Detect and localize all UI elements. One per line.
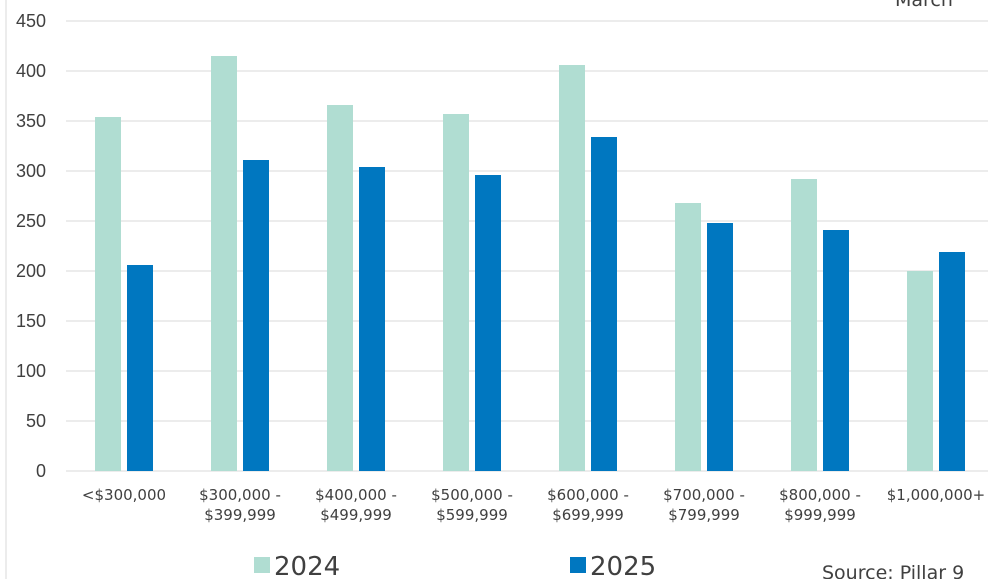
y-tick-label: 250	[16, 211, 46, 231]
source-note: Source: Pillar 9	[822, 562, 964, 579]
bars	[95, 56, 965, 471]
legend: 2024 2025	[254, 552, 656, 579]
bar-2025-2	[359, 167, 385, 471]
legend-label-2025: 2025	[590, 552, 656, 579]
x-tick-label: $999,999	[784, 506, 856, 524]
x-tick-label: $699,999	[552, 506, 624, 524]
x-tick-label: $300,000 -	[199, 486, 281, 504]
bar-2024-1	[211, 56, 237, 471]
bar-2024-7	[907, 271, 933, 471]
bar-2024-2	[327, 105, 353, 471]
y-tick-label: 100	[16, 361, 46, 381]
y-tick-label: 50	[26, 411, 46, 431]
bar-2025-5	[707, 223, 733, 471]
y-tick-label: 400	[16, 61, 46, 81]
bar-2024-6	[791, 179, 817, 471]
y-axis: 0 50 100 150 200 250 300 350 400 450	[16, 11, 46, 481]
y-tick-label: 300	[16, 161, 46, 181]
bar-2024-0	[95, 117, 121, 471]
legend-swatch-2025	[570, 557, 586, 573]
bar-2024-4	[559, 65, 585, 471]
x-tick-label: $400,000 -	[315, 486, 397, 504]
gridlines	[66, 20, 988, 472]
y-tick-label: 150	[16, 311, 46, 331]
legend-swatch-2024	[254, 557, 270, 573]
y-tick-label: 200	[16, 261, 46, 281]
x-tick-label: $799,999	[668, 506, 740, 524]
bar-2025-3	[475, 175, 501, 471]
bar-2025-4	[591, 137, 617, 471]
y-tick-label: 450	[16, 11, 46, 31]
x-tick-label: $800,000 -	[779, 486, 861, 504]
bar-2024-3	[443, 114, 469, 471]
x-tick-label: $1,000,000+	[887, 486, 985, 504]
bar-2025-1	[243, 160, 269, 471]
x-tick-label: <$300,000	[82, 486, 166, 504]
x-axis: <$300,000 $300,000 - $399,999 $400,000 - $49…	[82, 486, 985, 524]
x-tick-label: $599,999	[436, 506, 508, 524]
bar-2025-6	[823, 230, 849, 471]
y-tick-label: 0	[36, 461, 46, 481]
x-tick-label: $600,000 -	[547, 486, 629, 504]
corner-label: March	[895, 0, 953, 11]
x-tick-label: $500,000 -	[431, 486, 513, 504]
x-tick-label: $499,999	[320, 506, 392, 524]
legend-label-2024: 2024	[274, 552, 340, 579]
bar-2025-0	[127, 265, 153, 471]
x-tick-label: $700,000 -	[663, 486, 745, 504]
y-tick-label: 350	[16, 111, 46, 131]
bar-2025-7	[939, 252, 965, 471]
bar-2024-5	[675, 203, 701, 471]
x-tick-label: $399,999	[204, 506, 276, 524]
